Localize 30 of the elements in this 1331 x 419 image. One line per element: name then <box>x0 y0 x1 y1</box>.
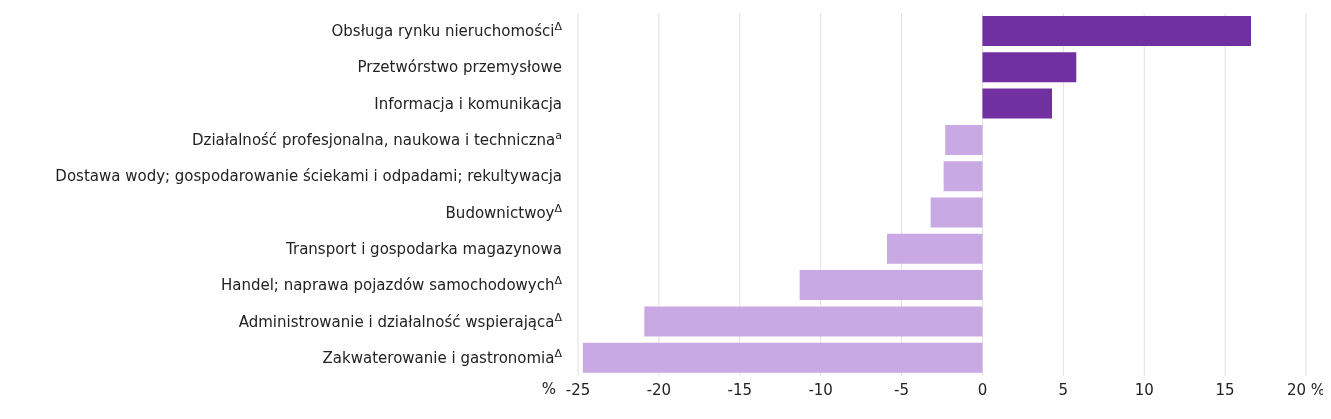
x-tick-label: -20 <box>646 380 672 399</box>
x-tick-label: 5 <box>1058 380 1069 399</box>
y-tick-label: Budownictwoy$^{Δ}$ <box>445 201 563 222</box>
y-tick-label: Administrowanie i działalność wspierająca$^{Δ}$ <box>238 310 563 331</box>
y-tick-label: Handel; naprawa pojazdów samochodowych$^{Δ}$ <box>220 273 563 295</box>
x-tick-label: -5 <box>894 380 910 399</box>
y-tick-label: Działalność profesjonalna, naukowa i techniczna$^{a}$ <box>191 128 562 150</box>
x-tick-label: -25 <box>565 380 591 399</box>
y-tick-label: Dostawa wody; gospodarowanie ściekami i odpadami; rekultywacja <box>55 167 562 186</box>
bar <box>982 16 1251 46</box>
y-tick-label: Przetwórstwo przemysłowe <box>357 58 562 77</box>
y-tick-label: Transport i gospodarka magazynowa <box>285 239 562 258</box>
bar <box>799 270 983 301</box>
x-tick-label: -15 <box>727 380 753 399</box>
bar <box>982 52 1077 83</box>
y-tick-label: Zakwaterowanie i gastronomia$^{Δ}$ <box>322 346 563 367</box>
x-tick-label: 15 <box>1215 380 1235 399</box>
bar <box>887 233 983 264</box>
x-axis-title: % <box>541 380 556 399</box>
bar <box>930 197 983 228</box>
x-tick-label: 0 <box>977 380 988 399</box>
bar <box>644 306 983 337</box>
y-tick-label: Obsługa rynku nieruchomości$^{Δ}$ <box>331 19 563 41</box>
bar <box>582 342 983 373</box>
bar <box>943 161 983 192</box>
bar <box>982 88 1053 119</box>
x-tick-label: 10 <box>1134 380 1154 399</box>
x-tick-label: -10 <box>808 380 833 399</box>
bar <box>945 124 983 155</box>
y-tick-label: Informacja i komunikacja <box>374 94 562 113</box>
